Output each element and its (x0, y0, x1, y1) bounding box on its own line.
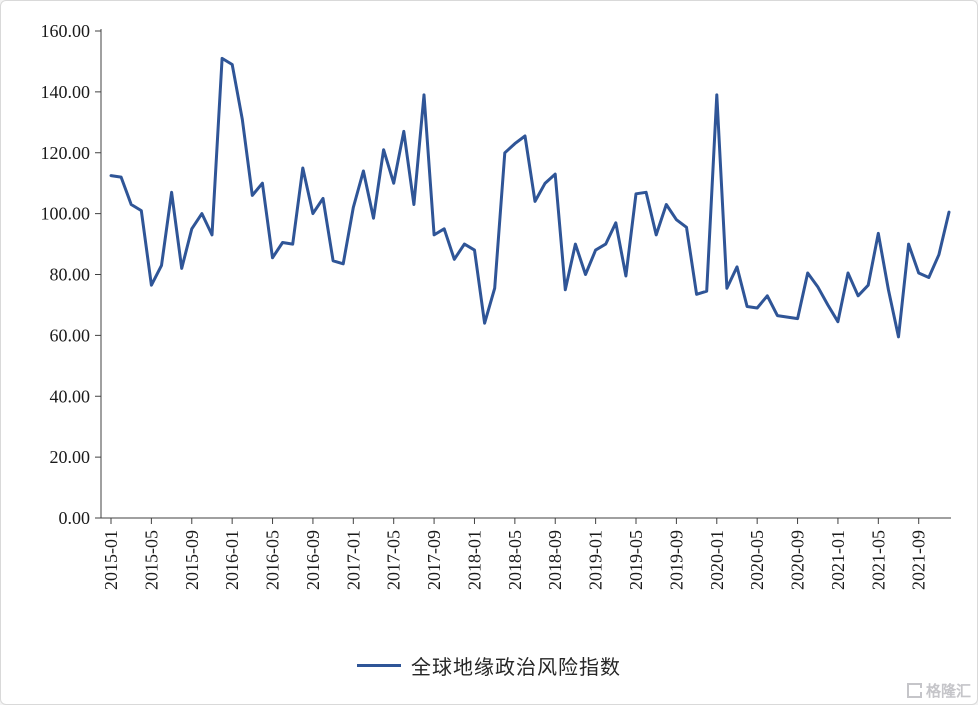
svg-text:2016-09: 2016-09 (303, 530, 323, 590)
svg-text:2020-01: 2020-01 (707, 530, 727, 590)
svg-text:2021-05: 2021-05 (868, 530, 888, 590)
svg-text:80.00: 80.00 (50, 265, 91, 285)
svg-text:2018-05: 2018-05 (505, 530, 525, 590)
svg-text:2021-01: 2021-01 (828, 530, 848, 590)
svg-text:2019-09: 2019-09 (666, 530, 686, 590)
svg-text:2016-01: 2016-01 (222, 530, 242, 590)
watermark-text: 格隆汇 (925, 683, 971, 700)
legend-label: 全球地缘政治风险指数 (411, 657, 621, 679)
svg-text:0.00: 0.00 (59, 508, 91, 528)
gelonghui-logo-icon (906, 683, 922, 698)
svg-text:140.00: 140.00 (41, 82, 91, 102)
gelonghui-watermark: 格隆汇 (906, 680, 971, 701)
svg-text:160.00: 160.00 (41, 21, 91, 41)
svg-text:2021-09: 2021-09 (909, 530, 929, 590)
svg-text:2016-05: 2016-05 (263, 530, 283, 590)
legend-line-swatch (357, 664, 401, 667)
svg-text:2015-05: 2015-05 (141, 530, 161, 590)
svg-text:2015-01: 2015-01 (101, 530, 121, 590)
line-chart: 0.00 20.00 40.00 60.00 80.00 100.00 120.00 140.… (41, 21, 951, 590)
svg-text:2017-09: 2017-09 (424, 530, 444, 590)
svg-text:100.00: 100.00 (41, 204, 91, 224)
svg-text:2018-01: 2018-01 (464, 530, 484, 590)
svg-text:2020-05: 2020-05 (747, 530, 767, 590)
svg-text:40.00: 40.00 (50, 386, 91, 406)
svg-text:2017-05: 2017-05 (384, 530, 404, 590)
svg-text:60.00: 60.00 (50, 325, 91, 345)
svg-text:2017-01: 2017-01 (343, 530, 363, 590)
svg-text:20.00: 20.00 (50, 447, 91, 467)
svg-text:120.00: 120.00 (41, 143, 91, 163)
svg-text:2018-09: 2018-09 (545, 530, 565, 590)
svg-text:2015-09: 2015-09 (182, 530, 202, 590)
svg-text:2019-01: 2019-01 (586, 530, 606, 590)
chart-legend: 全球地缘政治风险指数 (1, 651, 977, 680)
svg-text:2020-09: 2020-09 (788, 530, 808, 590)
svg-text:2019-05: 2019-05 (626, 530, 646, 590)
